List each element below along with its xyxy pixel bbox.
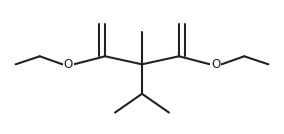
Text: O: O <box>211 58 220 71</box>
Text: O: O <box>64 58 73 71</box>
